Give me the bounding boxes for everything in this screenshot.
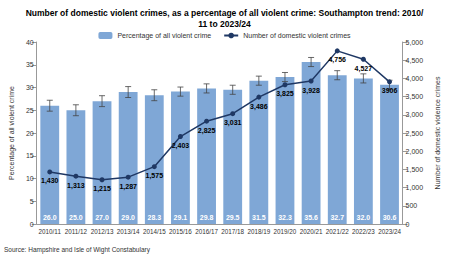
svg-text:2012/13: 2012/13 <box>91 228 114 235</box>
svg-text:Number of domestic violent cri: Number of domestic violent crimes <box>243 32 351 39</box>
svg-text:2010/11: 2010/11 <box>39 228 62 235</box>
svg-text:Source: Hampshire and Isle of: Source: Hampshire and Isle of Wight Cons… <box>4 246 151 254</box>
svg-text:0: 0 <box>406 221 410 228</box>
svg-text:4,000: 4,000 <box>406 75 424 82</box>
svg-text:1,313: 1,313 <box>67 182 85 190</box>
svg-text:0: 0 <box>30 221 34 228</box>
svg-text:3,928: 3,928 <box>302 87 320 95</box>
svg-text:32.3: 32.3 <box>278 214 292 221</box>
svg-text:1,500: 1,500 <box>406 166 424 173</box>
svg-text:Percentage of all violent crim: Percentage of all violent crime <box>117 32 211 40</box>
svg-text:2,403: 2,403 <box>172 142 190 150</box>
svg-text:2014/15: 2014/15 <box>143 228 166 235</box>
svg-text:32.7: 32.7 <box>330 214 344 221</box>
svg-text:29.1: 29.1 <box>174 214 188 221</box>
svg-text:2,825: 2,825 <box>198 127 216 135</box>
svg-text:Percentage of all violent crim: Percentage of all violent crime <box>8 86 16 180</box>
svg-text:15: 15 <box>26 152 34 159</box>
svg-text:Number of domestic violent cri: Number of domestic violent crimes, as a … <box>26 8 424 18</box>
svg-text:3,500: 3,500 <box>406 93 424 100</box>
svg-text:29.0: 29.0 <box>121 214 135 221</box>
svg-text:10: 10 <box>26 175 34 182</box>
svg-text:32.0: 32.0 <box>357 214 371 221</box>
svg-text:5,000: 5,000 <box>406 39 424 46</box>
svg-text:30: 30 <box>26 84 34 91</box>
svg-text:3,486: 3,486 <box>250 103 268 111</box>
svg-text:27.0: 27.0 <box>95 214 109 221</box>
svg-text:2016/17: 2016/17 <box>195 228 218 235</box>
svg-text:4,527: 4,527 <box>355 65 373 73</box>
svg-text:2,500: 2,500 <box>406 130 424 137</box>
svg-text:2022/23: 2022/23 <box>352 228 375 235</box>
svg-text:2021/22: 2021/22 <box>326 228 349 235</box>
svg-text:30.6: 30.6 <box>383 214 397 221</box>
svg-text:4,500: 4,500 <box>406 57 424 64</box>
svg-text:29.8: 29.8 <box>200 214 214 221</box>
svg-text:3,031: 3,031 <box>224 119 242 127</box>
svg-text:1,287: 1,287 <box>119 183 137 191</box>
svg-text:35: 35 <box>26 61 34 68</box>
svg-text:2019/20: 2019/20 <box>274 228 297 235</box>
svg-text:25: 25 <box>26 107 34 114</box>
svg-text:2018/19: 2018/19 <box>247 228 270 235</box>
svg-text:40: 40 <box>26 39 34 46</box>
svg-text:26.0: 26.0 <box>43 214 57 221</box>
svg-text:1,215: 1,215 <box>93 185 111 193</box>
svg-text:3906: 3906 <box>382 87 398 94</box>
svg-text:35.6: 35.6 <box>304 214 318 221</box>
svg-text:Number of domestic violence cr: Number of domestic violence crimes <box>434 76 441 189</box>
svg-text:1,000: 1,000 <box>406 184 424 191</box>
svg-text:11 to 2023/24: 11 to 2023/24 <box>198 19 251 29</box>
svg-text:2015/16: 2015/16 <box>169 228 192 235</box>
svg-text:1,430: 1,430 <box>41 177 59 185</box>
svg-text:2011/12: 2011/12 <box>65 228 88 235</box>
svg-text:25.0: 25.0 <box>69 214 83 221</box>
svg-text:4,756: 4,756 <box>328 56 346 64</box>
svg-text:3,825: 3,825 <box>276 90 294 98</box>
svg-text:28.3: 28.3 <box>147 214 161 221</box>
svg-text:1,575: 1,575 <box>146 172 164 180</box>
svg-text:20: 20 <box>26 130 34 137</box>
svg-text:2013/14: 2013/14 <box>117 228 140 235</box>
svg-text:2020/21: 2020/21 <box>300 228 323 235</box>
svg-text:29.5: 29.5 <box>226 214 240 221</box>
svg-text:3,000: 3,000 <box>406 111 424 118</box>
svg-text:2017/18: 2017/18 <box>221 228 244 235</box>
svg-text:2,000: 2,000 <box>406 148 424 155</box>
svg-text:31.5: 31.5 <box>252 214 266 221</box>
svg-text:2023/24: 2023/24 <box>378 228 401 235</box>
svg-text:500: 500 <box>406 202 418 209</box>
svg-text:5: 5 <box>30 198 34 205</box>
